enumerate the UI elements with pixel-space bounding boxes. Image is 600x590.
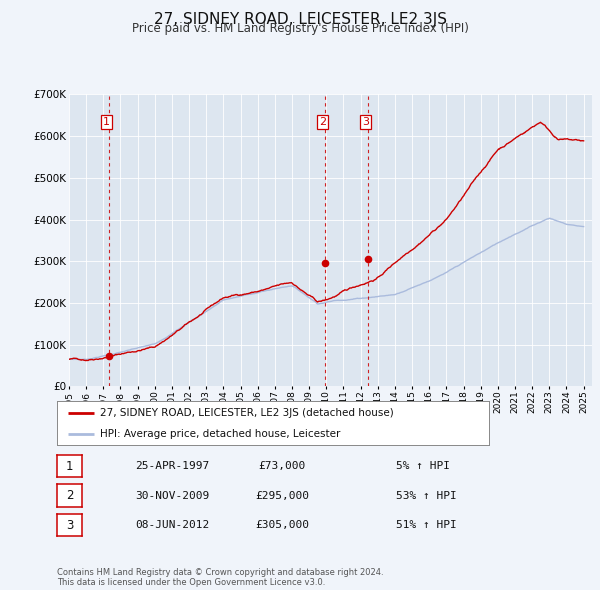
Text: 53% ↑ HPI: 53% ↑ HPI (396, 491, 457, 500)
Text: 27, SIDNEY ROAD, LEICESTER, LE2 3JS (detached house): 27, SIDNEY ROAD, LEICESTER, LE2 3JS (det… (100, 408, 394, 418)
Text: HPI: Average price, detached house, Leicester: HPI: Average price, detached house, Leic… (100, 429, 341, 439)
Text: 1: 1 (66, 460, 73, 473)
Text: 2: 2 (319, 117, 326, 127)
Text: Contains HM Land Registry data © Crown copyright and database right 2024.
This d: Contains HM Land Registry data © Crown c… (57, 568, 383, 587)
Text: 3: 3 (66, 519, 73, 532)
Text: 3: 3 (362, 117, 369, 127)
Text: 08-JUN-2012: 08-JUN-2012 (135, 520, 209, 530)
Text: £295,000: £295,000 (255, 491, 309, 500)
Text: £305,000: £305,000 (255, 520, 309, 530)
Text: 1: 1 (103, 117, 110, 127)
Text: £73,000: £73,000 (259, 461, 305, 471)
Text: 2: 2 (66, 489, 73, 502)
Text: Price paid vs. HM Land Registry's House Price Index (HPI): Price paid vs. HM Land Registry's House … (131, 22, 469, 35)
Text: 5% ↑ HPI: 5% ↑ HPI (396, 461, 450, 471)
Text: 25-APR-1997: 25-APR-1997 (135, 461, 209, 471)
Text: 30-NOV-2009: 30-NOV-2009 (135, 491, 209, 500)
Text: 27, SIDNEY ROAD, LEICESTER, LE2 3JS: 27, SIDNEY ROAD, LEICESTER, LE2 3JS (154, 12, 446, 27)
Text: 51% ↑ HPI: 51% ↑ HPI (396, 520, 457, 530)
